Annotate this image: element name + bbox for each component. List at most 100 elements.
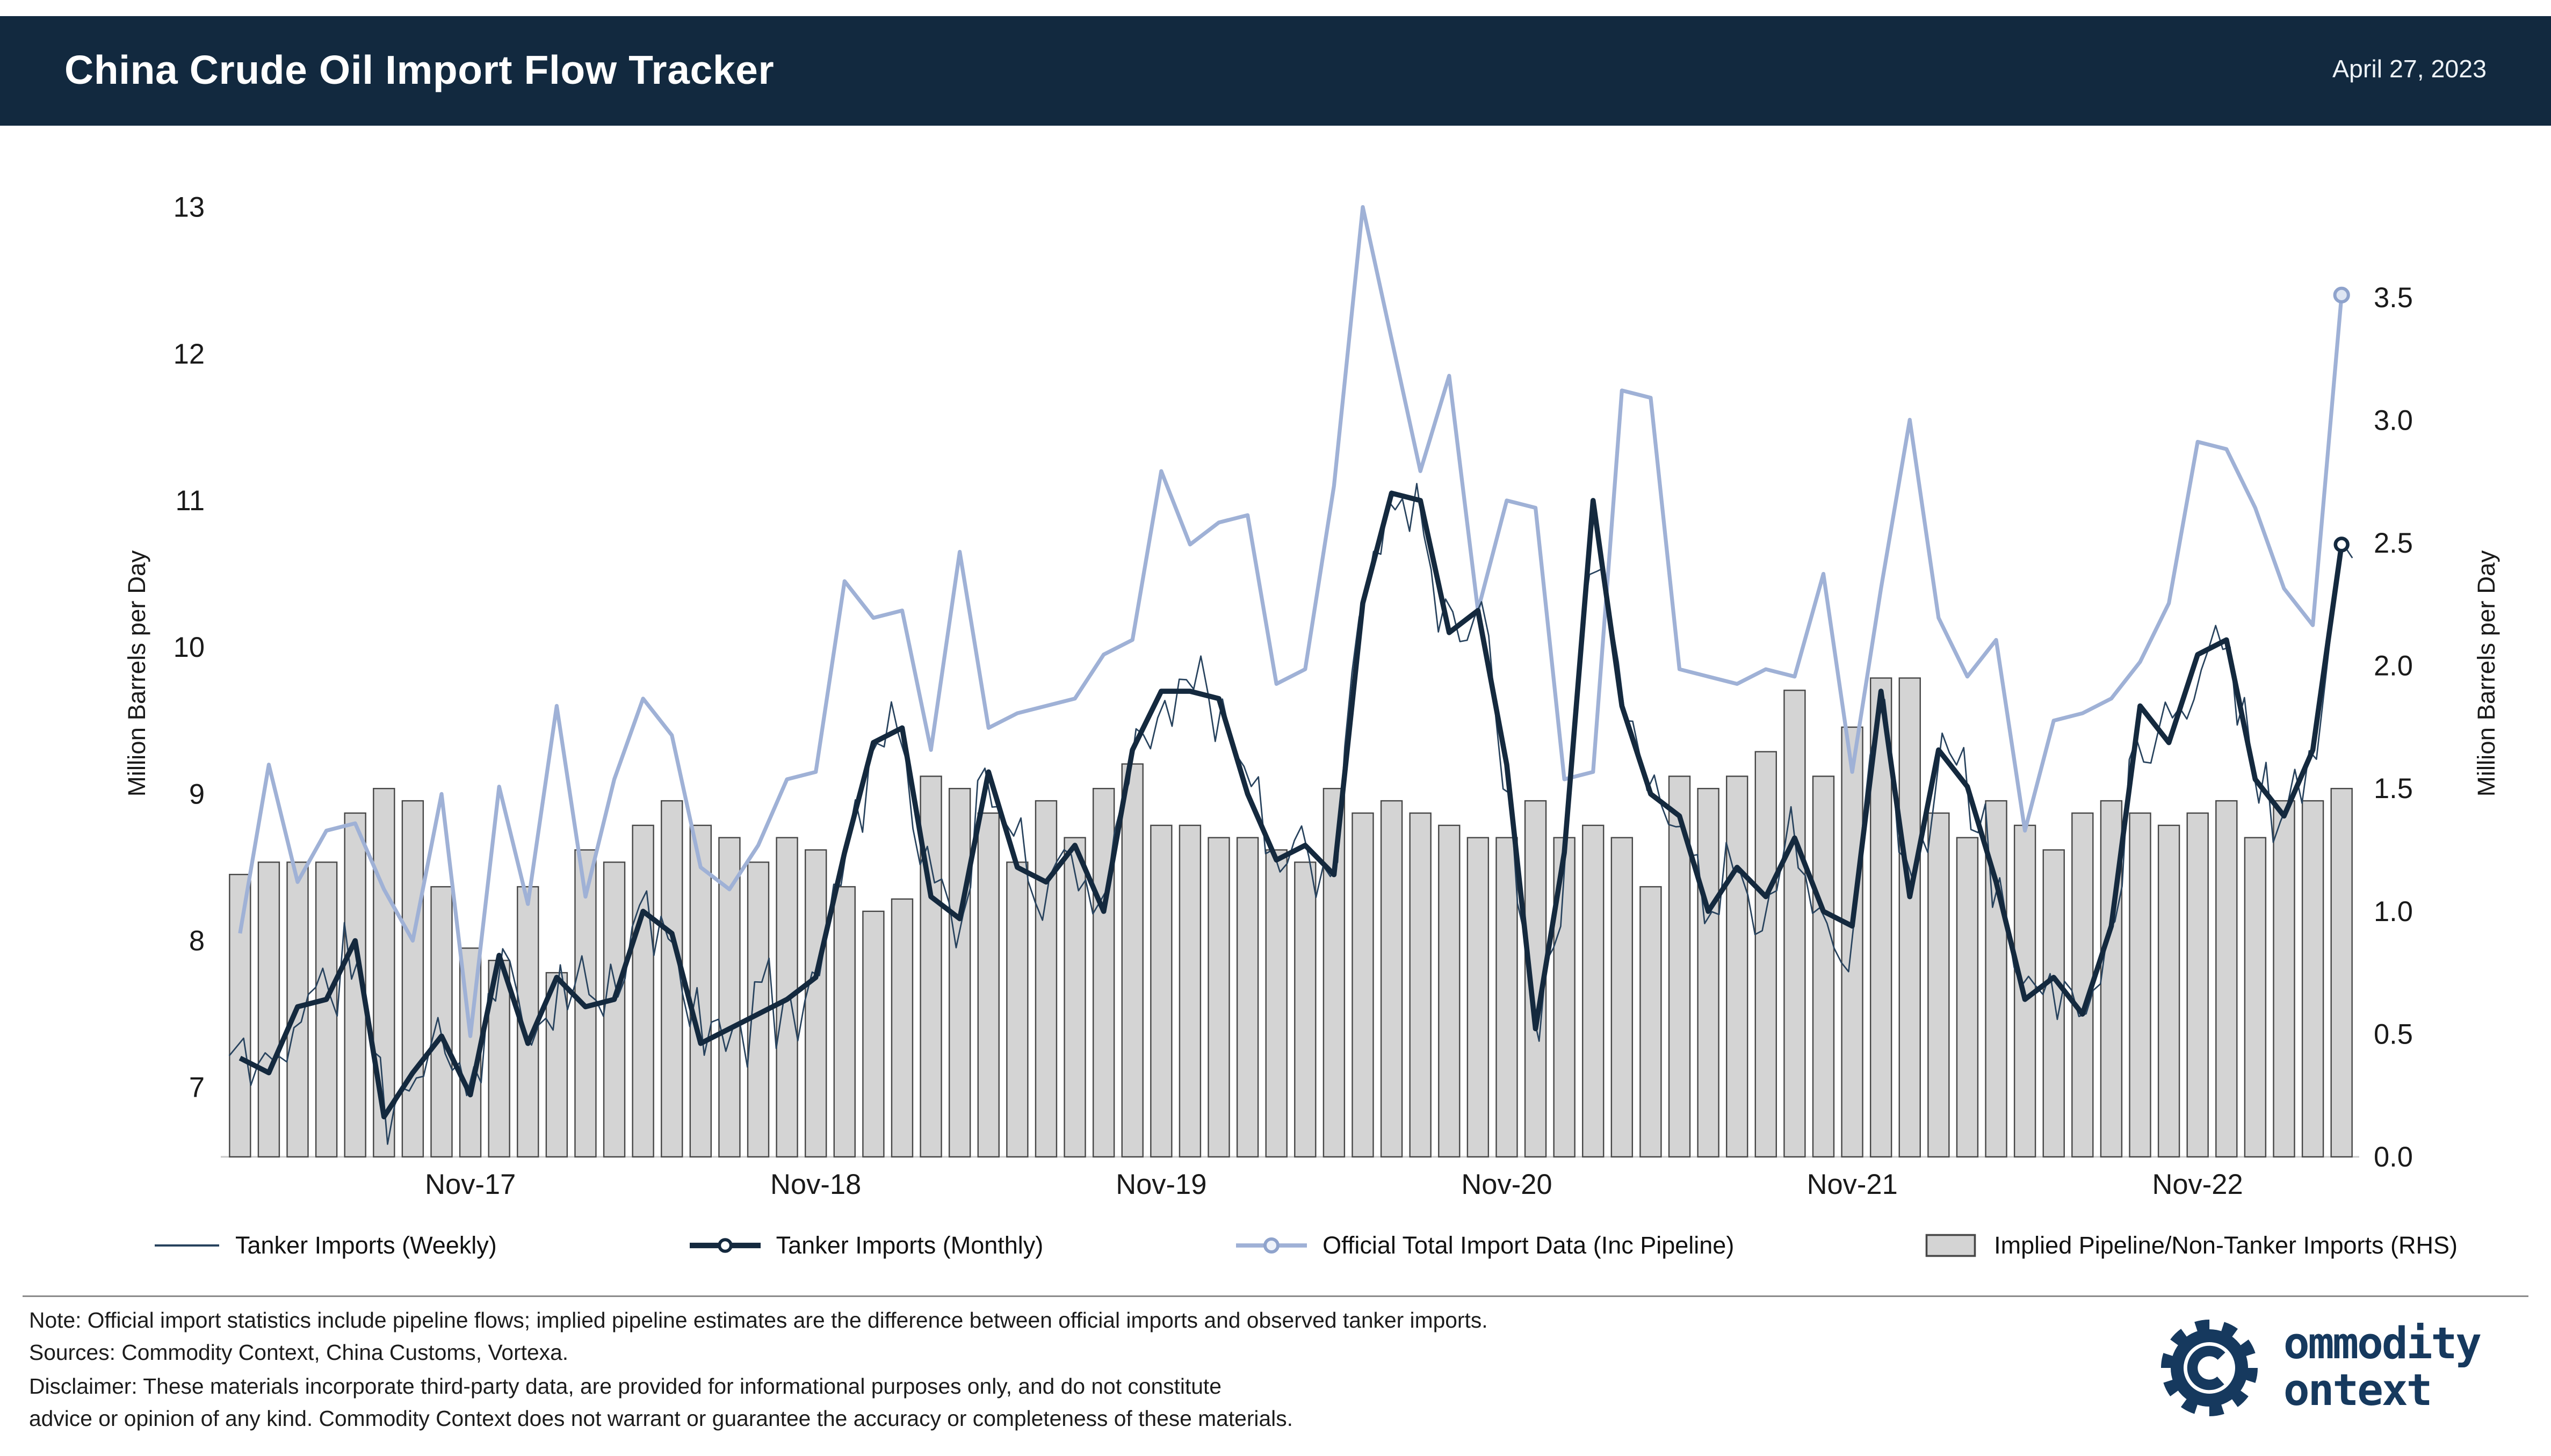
pipeline-bar [1754, 751, 1777, 1158]
footnote-note: Note: Official import statistics include… [29, 1308, 1488, 1332]
x-axis-tick-label: Nov-22 [2152, 1169, 2243, 1200]
pipeline-bar [1582, 824, 1605, 1158]
pipeline-bar [257, 861, 280, 1158]
legend-label: Tanker Imports (Weekly) [235, 1232, 497, 1259]
weekly-line-swatch-icon [155, 1244, 219, 1247]
logo-wordmark: ommodity ontext [2283, 1319, 2482, 1416]
monthly-line-swatch-icon [689, 1238, 760, 1253]
gear-c-logo-icon [2160, 1320, 2258, 1416]
pipeline-bar [1610, 837, 1634, 1158]
pipeline-bar [1438, 824, 1461, 1158]
official-total-line [238, 205, 2344, 1038]
left-axis-tick-label: 10 [174, 632, 205, 663]
legend-item-tanker-weekly: Tanker Imports (Weekly) [153, 1231, 497, 1260]
pipeline-bar [1898, 677, 1921, 1158]
header: China Crude Oil Import Flow Tracker Apri… [0, 16, 2551, 126]
pipeline-bar [1006, 861, 1029, 1158]
pipeline-bar [1783, 690, 1806, 1158]
pipeline-bar [2215, 800, 2238, 1158]
pipeline-bar [1294, 861, 1317, 1158]
pipeline-bar [1092, 788, 1115, 1158]
right-axis-tick-label: 1.0 [2374, 896, 2413, 928]
pipeline-bar [401, 800, 424, 1158]
pipeline-bar [603, 861, 626, 1158]
pipeline-bar [977, 812, 1000, 1158]
page-title: China Crude Oil Import Flow Tracker [64, 47, 775, 93]
legend-label: Implied Pipeline/Non-Tanker Imports (RHS… [1994, 1232, 2458, 1259]
right-axis-tick-label: 0.5 [2374, 1018, 2413, 1050]
monthly-tanker-line [239, 490, 2344, 1120]
legend-item-official-total: Official Total Import Data (Inc Pipeline… [1234, 1231, 1734, 1260]
pipeline-bar [862, 910, 885, 1158]
pipeline-bar [891, 898, 914, 1158]
x-axis-tick-label: Nov-19 [1116, 1169, 1206, 1200]
chart-legend: Tanker Imports (Weekly) Tanker Imports (… [153, 1231, 2458, 1260]
left-axis-title: Million Barrels per Day [123, 550, 150, 797]
pipeline-bar [1323, 788, 1346, 1158]
right-axis-tick-label: 2.5 [2374, 527, 2413, 559]
right-axis-tick-label: 2.0 [2374, 650, 2413, 682]
x-axis-ticks: Nov-17 Nov-18 Nov-19 Nov-20 Nov-21 Nov-22 [425, 1169, 2243, 1200]
pipeline-bar [833, 886, 856, 1158]
pipeline-bar [1121, 763, 1144, 1158]
pipeline-bar [2273, 800, 2295, 1158]
left-axis-tick-label: 7 [189, 1072, 205, 1104]
left-axis-tick-label: 9 [189, 778, 205, 810]
pipeline-bar [805, 849, 827, 1158]
left-axis-tick-label: 13 [174, 191, 205, 223]
pipeline-bar [1495, 837, 1518, 1158]
legend-label: Official Total Import Data (Inc Pipeline… [1323, 1232, 1735, 1259]
pipeline-bar [315, 861, 338, 1158]
footnote-sources: Sources: Commodity Context, China Custom… [29, 1341, 569, 1366]
pipeline-bar [1265, 849, 1288, 1158]
pipeline-bar [689, 824, 712, 1158]
pipeline-bar [229, 874, 251, 1158]
pipeline-bar [1726, 776, 1748, 1158]
legend-item-tanker-monthly: Tanker Imports (Monthly) [688, 1231, 1044, 1260]
right-axis-ticks: 0.0 0.5 1.0 1.5 2.0 2.5 3.0 3.5 [2374, 282, 2413, 1173]
footnote-disclaimer-line2: advice or opinion of any kind. Commodity… [29, 1407, 1293, 1431]
implied-pipeline-bars [229, 677, 2353, 1158]
pipeline-bar [1697, 788, 1719, 1158]
report-date: April 27, 2023 [2332, 56, 2487, 84]
left-axis-ticks: 7 8 9 10 11 12 13 [174, 191, 205, 1103]
logo-wordmark-line2: ontext [2283, 1366, 2433, 1416]
pipeline-bar [1035, 800, 1058, 1158]
left-axis-tick-label: 11 [176, 485, 205, 517]
pipeline-bar [1352, 812, 1374, 1158]
right-axis-title: Million Barrels per Day [2473, 550, 2500, 797]
footnote-disclaimer-line1: Disclaimer: These materials incorporate … [29, 1374, 1222, 1399]
pipeline-bar-swatch-icon [1926, 1234, 1977, 1257]
pipeline-bar [1150, 824, 1173, 1158]
pipeline-bar [661, 800, 683, 1158]
right-axis-tick-label: 0.0 [2374, 1141, 2413, 1173]
footnotes: Note: Official import statistics include… [29, 1305, 1657, 1437]
pipeline-bar [1208, 837, 1230, 1158]
monthly-end-marker [2333, 537, 2350, 553]
pipeline-bar [2330, 788, 2353, 1158]
right-axis-tick-label: 3.5 [2374, 282, 2413, 314]
right-axis-tick-label: 3.0 [2374, 404, 2413, 436]
left-axis-tick-label: 8 [189, 925, 205, 957]
x-axis-tick-label: Nov-18 [770, 1169, 861, 1200]
pipeline-bar [1466, 837, 1490, 1158]
x-axis-tick-label: Nov-20 [1461, 1169, 1552, 1200]
pipeline-bar [1985, 800, 2007, 1158]
right-axis-tick-label: 1.5 [2374, 773, 2413, 805]
pipeline-bar [1179, 824, 1202, 1158]
pipeline-bar [1380, 800, 1403, 1158]
pipeline-bar [1409, 812, 1432, 1158]
pipeline-bar [2186, 812, 2209, 1158]
logo-wordmark-line1: ommodity [2283, 1319, 2482, 1370]
official-end-marker [2333, 286, 2350, 303]
pipeline-bar [430, 886, 453, 1158]
left-axis-tick-label: 12 [174, 338, 205, 370]
pipeline-bar [2129, 812, 2151, 1158]
pipeline-bar [1236, 837, 1259, 1158]
legend-label: Tanker Imports (Monthly) [776, 1232, 1044, 1259]
pipeline-bar [948, 788, 971, 1158]
official-line-swatch-icon [1235, 1237, 1307, 1254]
pipeline-bar [1064, 837, 1086, 1158]
